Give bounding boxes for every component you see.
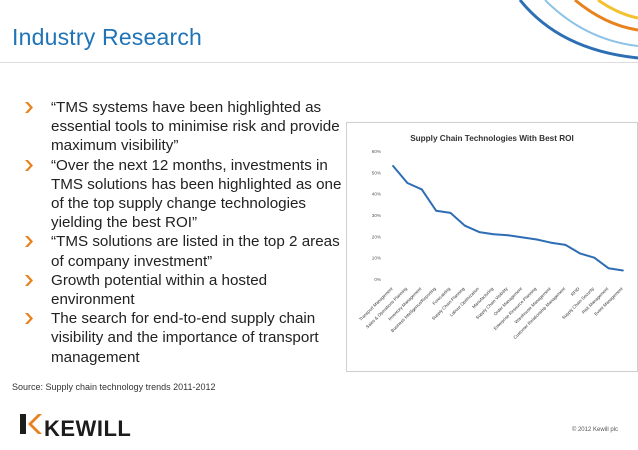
bullet-list: “TMS systems have been highlighted as es… [24,98,354,367]
copyright: © 2012 Kewill plc [571,427,618,433]
data-point [593,256,596,259]
y-tick-label: 20% [372,234,381,239]
arc-orange [574,0,638,32]
bullet-text: “TMS solutions are listed in the top 2 a… [51,233,340,270]
arc-light [544,0,638,47]
logo-text: KEWILL [44,416,132,441]
data-point [492,233,495,236]
slide-title: Industry Research [12,24,203,50]
chevron-right-icon [25,236,33,248]
data-point [507,234,509,237]
data-point [420,188,423,191]
y-tick-label: 40% [372,192,381,197]
y-tick-label: 10% [372,256,381,261]
bullet-text: “TMS systems have been highlighted as es… [51,99,340,155]
chevron-right-icon [25,102,33,113]
bullet-item: “TMS systems have been highlighted as es… [24,98,354,156]
x-tick-label: RFID [570,286,581,297]
data-point [607,267,610,270]
bullet-text: Growth potential within a hosted environ… [51,271,268,309]
bullet-text: “Over the next 12 months, investments in… [51,156,342,232]
data-point [535,238,538,241]
chart-title: Supply Chain Technologies With Best ROI [410,134,574,143]
chart-svg: Supply Chain Technologies With Best ROI 0… [358,134,624,340]
chevron-right-icon [25,274,33,286]
series-line [392,165,624,272]
chevron-right-icon [25,313,33,325]
arc-blue [518,0,638,60]
data-point [550,241,553,244]
data-point [435,209,438,212]
data-point [392,165,394,167]
data-point [449,211,452,214]
roi-chart: Supply Chain Technologies With Best ROI 0… [346,122,638,372]
bullet-item: “TMS solutions are listed in the top 2 a… [24,232,354,270]
data-point [564,243,567,246]
arc-yellow [597,0,638,20]
data-point [478,231,481,233]
y-tick-label: 0% [374,277,381,282]
bullet-item: Growth potential within a hosted environ… [24,271,354,309]
title-divider [0,62,638,63]
decorative-arcs [518,0,638,60]
bullet-item: The search for end-to-end supply chain v… [24,309,354,367]
kewill-k-logo [20,414,42,434]
data-point [521,236,524,239]
bullet-text: The search for end-to-end supply chain v… [51,310,319,366]
data-point [406,182,409,184]
data-point [463,224,466,227]
y-tick-label: 60% [372,149,381,154]
bullet-item: “Over the next 12 months, investments in… [24,156,354,233]
chevron-right-icon [25,159,33,171]
y-tick-label: 30% [372,213,381,218]
data-point [622,269,624,272]
source-note: Source: Supply chain technology trends 2… [12,382,216,392]
y-tick-label: 50% [372,170,381,175]
data-point [578,252,581,255]
